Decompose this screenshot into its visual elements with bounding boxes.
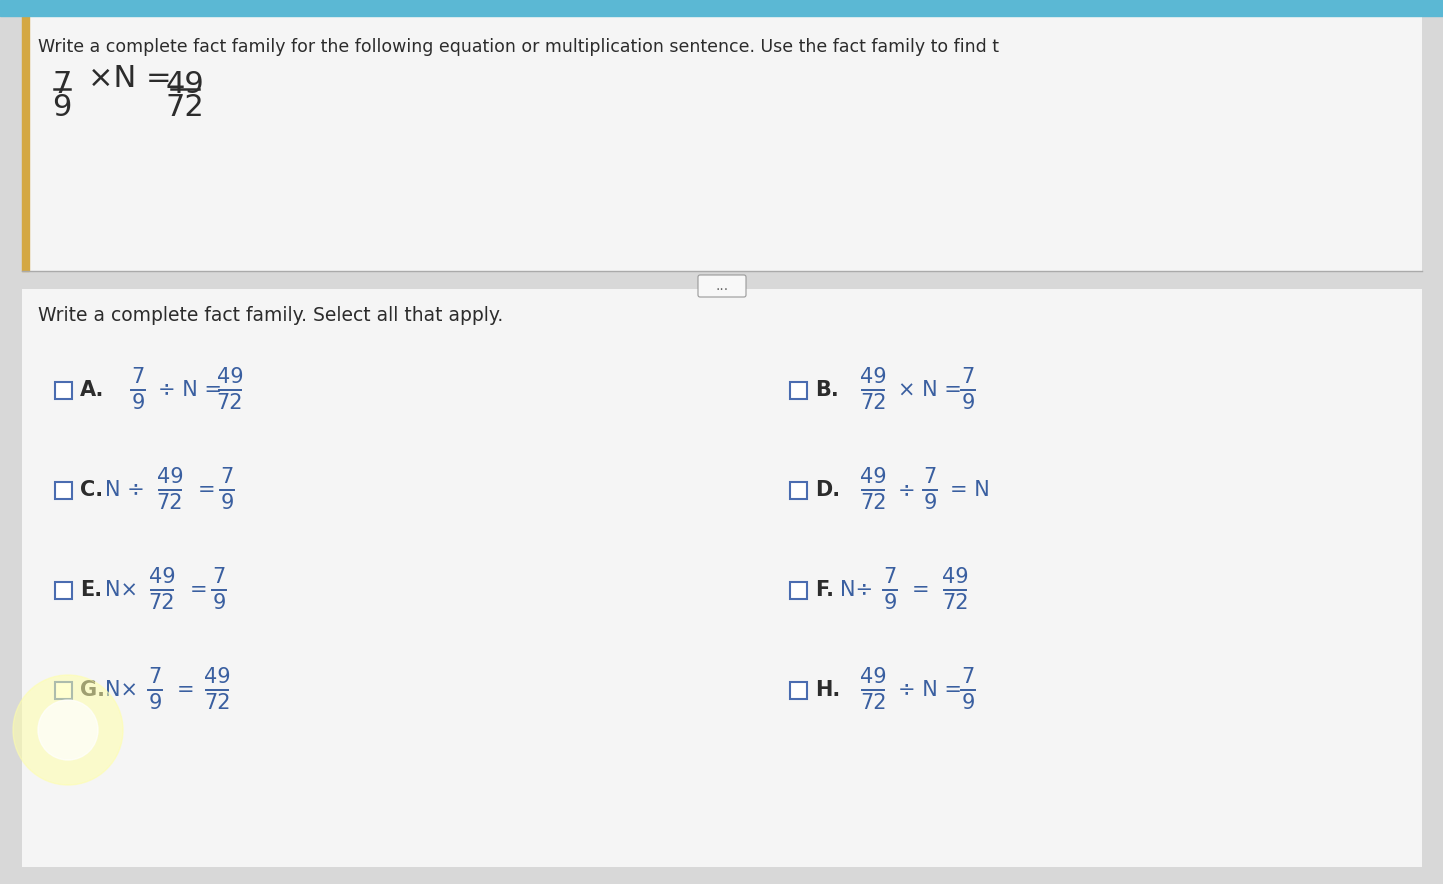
- Circle shape: [38, 700, 98, 760]
- Bar: [55, 582, 72, 598]
- Text: 72: 72: [203, 693, 231, 713]
- Text: ÷: ÷: [898, 480, 916, 500]
- Text: 49: 49: [203, 667, 231, 687]
- Text: 9: 9: [212, 593, 225, 613]
- Text: 9: 9: [221, 493, 234, 513]
- Text: 7: 7: [961, 667, 974, 687]
- Text: 7: 7: [149, 667, 162, 687]
- Text: 9: 9: [149, 693, 162, 713]
- Text: =: =: [912, 580, 929, 600]
- Bar: [0, 0, 1443, 16]
- Text: 49: 49: [860, 367, 886, 387]
- Bar: [22, 289, 1421, 867]
- Text: 49: 49: [166, 70, 205, 99]
- Bar: [789, 382, 807, 399]
- Text: E.: E.: [79, 580, 102, 600]
- Text: 7: 7: [924, 467, 937, 487]
- Text: 72: 72: [157, 493, 183, 513]
- Text: 7: 7: [221, 467, 234, 487]
- Text: ÷ N =: ÷ N =: [898, 680, 962, 700]
- Text: G.: G.: [79, 680, 105, 700]
- Text: 49: 49: [860, 667, 886, 687]
- Bar: [789, 482, 807, 499]
- Text: N×: N×: [105, 580, 139, 600]
- Text: N ÷: N ÷: [105, 480, 144, 500]
- Circle shape: [13, 675, 123, 785]
- Text: N÷: N÷: [840, 580, 873, 600]
- Bar: [55, 682, 72, 698]
- Text: 49: 49: [157, 467, 183, 487]
- Bar: [55, 382, 72, 399]
- Text: N×: N×: [105, 680, 139, 700]
- Text: 72: 72: [166, 93, 205, 122]
- Bar: [22, 16, 1421, 271]
- Text: =: =: [198, 480, 215, 500]
- Text: A.: A.: [79, 380, 104, 400]
- Text: 49: 49: [149, 567, 175, 587]
- Bar: [789, 682, 807, 698]
- Text: 9: 9: [131, 393, 144, 413]
- Text: ÷ N =: ÷ N =: [157, 380, 222, 400]
- Text: × N =: × N =: [898, 380, 962, 400]
- Text: 7: 7: [131, 367, 144, 387]
- Text: 72: 72: [149, 593, 175, 613]
- Text: = N: = N: [949, 480, 990, 500]
- Text: ...: ...: [716, 279, 729, 293]
- Text: 9: 9: [961, 393, 974, 413]
- Text: 9: 9: [961, 693, 974, 713]
- Text: ×N =: ×N =: [88, 65, 172, 94]
- Text: 72: 72: [860, 393, 886, 413]
- Text: 9: 9: [883, 593, 896, 613]
- Text: 49: 49: [216, 367, 244, 387]
- Text: 9: 9: [924, 493, 937, 513]
- Text: F.: F.: [815, 580, 834, 600]
- Text: Write a complete fact family. Select all that apply.: Write a complete fact family. Select all…: [38, 306, 504, 325]
- Text: =: =: [190, 580, 208, 600]
- Text: 7: 7: [52, 70, 72, 99]
- Bar: [22, 16, 29, 271]
- Text: C.: C.: [79, 480, 102, 500]
- Text: 7: 7: [961, 367, 974, 387]
- Text: 72: 72: [942, 593, 968, 613]
- Text: =: =: [177, 680, 195, 700]
- Text: Write a complete fact family for the following equation or multiplication senten: Write a complete fact family for the fol…: [38, 38, 999, 56]
- Text: B.: B.: [815, 380, 838, 400]
- Text: 49: 49: [860, 467, 886, 487]
- Text: 7: 7: [883, 567, 896, 587]
- Text: D.: D.: [815, 480, 840, 500]
- Text: H.: H.: [815, 680, 840, 700]
- FancyBboxPatch shape: [698, 275, 746, 297]
- Bar: [55, 482, 72, 499]
- Text: 9: 9: [52, 93, 72, 122]
- Text: 49: 49: [942, 567, 968, 587]
- Text: 72: 72: [860, 493, 886, 513]
- Bar: [789, 582, 807, 598]
- Text: 7: 7: [212, 567, 225, 587]
- Text: 72: 72: [860, 693, 886, 713]
- Text: 72: 72: [216, 393, 244, 413]
